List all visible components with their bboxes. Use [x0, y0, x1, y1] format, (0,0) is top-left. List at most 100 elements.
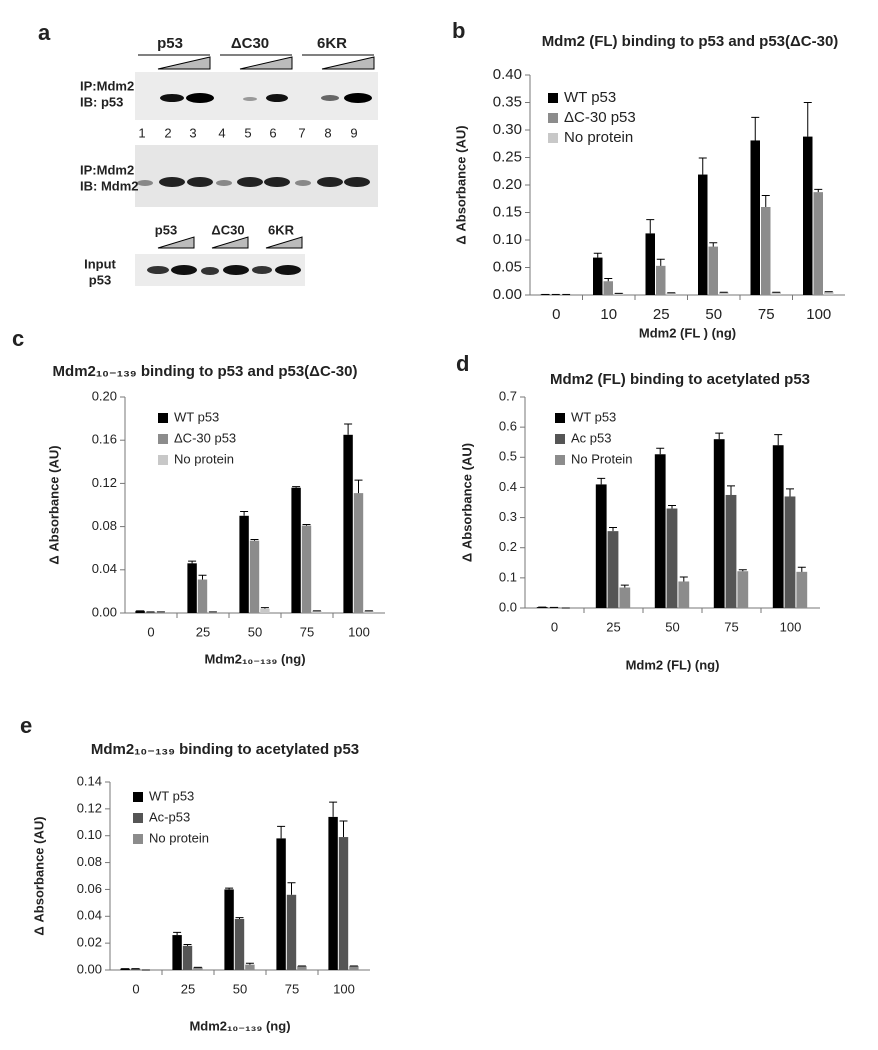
- y-tick-label: 0.06: [77, 881, 102, 896]
- x-axis-label: Mdm2₁₀₋₁₃₉ (ng): [204, 651, 305, 666]
- legend-swatch: [555, 434, 565, 444]
- bar: [654, 454, 666, 608]
- legend-swatch: [548, 93, 558, 103]
- bar: [603, 281, 613, 295]
- blot-panel: p53 ΔC30 6KR IP:Mdm2 IB: p53 1 2 3 4 5 6 7 8 9 I…: [80, 35, 378, 287]
- x-tick-label: 75: [300, 624, 314, 639]
- error-bar: [344, 423, 353, 435]
- x-tick-label: 25: [653, 306, 670, 323]
- bar: [172, 935, 182, 970]
- bar: [607, 531, 619, 608]
- error-bar: [250, 539, 259, 541]
- y-tick-label: 0.1: [499, 569, 517, 584]
- gradient-triangle: [211, 236, 249, 249]
- bar: [312, 610, 322, 613]
- y-tick-label: 0.08: [77, 854, 102, 869]
- error-bar: [604, 278, 613, 282]
- bar: [338, 837, 349, 970]
- chart-title: Mdm2₁₀₋₁₃₉ binding to p53 and p53(ΔC-30): [53, 363, 358, 380]
- legend-swatch: [555, 455, 565, 465]
- error-bar: [803, 102, 812, 137]
- chart-title: Mdm2 (FL) binding to p53 and p53(ΔC-30): [542, 33, 839, 50]
- bar: [824, 291, 834, 295]
- bar: [813, 192, 823, 295]
- group-label: ΔC30: [231, 35, 269, 52]
- lane-number: 1: [138, 125, 145, 140]
- x-tick-label: 25: [196, 624, 210, 639]
- band: [275, 265, 301, 275]
- band: [160, 94, 184, 102]
- x-tick-label: 75: [724, 619, 738, 634]
- bar: [713, 439, 725, 608]
- error-bar: [354, 479, 363, 494]
- bar: [187, 563, 197, 613]
- error-bar: [339, 820, 348, 838]
- row-label: Input: [84, 256, 116, 271]
- lane-number: 6: [269, 125, 276, 140]
- gradient-triangle: [265, 236, 303, 249]
- gradient-triangle: [321, 56, 375, 70]
- y-tick-label: 0.08: [92, 518, 117, 533]
- error-bar: [198, 574, 207, 580]
- panel-label: c: [12, 326, 24, 351]
- error-bar: [727, 485, 735, 495]
- bar: [145, 611, 156, 613]
- y-tick-label: 0.15: [493, 203, 522, 220]
- row-label: p53: [89, 272, 111, 287]
- row-label: IB: p53: [80, 94, 123, 109]
- band: [243, 97, 257, 101]
- group-label: 6KR: [317, 35, 347, 52]
- error-bar: [774, 434, 783, 446]
- y-tick-label: 0.16: [92, 432, 117, 447]
- bar: [750, 140, 760, 295]
- band: [147, 266, 169, 274]
- error-bar: [620, 584, 629, 588]
- x-tick-label: 10: [600, 306, 617, 323]
- y-tick-label: 0.5: [499, 449, 517, 464]
- y-tick-label: 0.04: [92, 561, 117, 576]
- blot-image: [135, 145, 378, 207]
- band: [237, 177, 263, 187]
- band: [344, 93, 372, 103]
- bar: [297, 965, 307, 970]
- y-tick-label: 0.2: [499, 539, 517, 554]
- x-tick-label: 50: [233, 981, 247, 996]
- x-tick-label: 100: [806, 306, 831, 323]
- error-bar: [738, 569, 747, 572]
- y-tick-label: 0.35: [493, 93, 522, 110]
- bar: [719, 292, 729, 295]
- lane-number: 8: [324, 125, 331, 140]
- lane-number: 4: [218, 125, 225, 140]
- error-bar: [277, 825, 286, 839]
- y-tick-label: 0.10: [493, 231, 522, 248]
- y-axis-label: Δ Absorbance (AU): [31, 816, 46, 935]
- error-bar: [173, 931, 182, 936]
- legend-swatch: [548, 133, 558, 143]
- y-tick-label: 0.02: [77, 935, 102, 950]
- y-tick-label: 0.3: [499, 509, 517, 524]
- error-bar: [597, 477, 606, 485]
- bar: [796, 571, 808, 608]
- x-tick-label: 50: [705, 306, 722, 323]
- y-tick-label: 0.14: [77, 773, 102, 788]
- legend-swatch: [548, 113, 558, 123]
- band: [252, 266, 272, 274]
- band: [223, 265, 249, 275]
- bar: [239, 515, 249, 613]
- bar: [725, 494, 737, 608]
- lane-number: 9: [350, 125, 357, 140]
- legend-label: WT p53: [174, 409, 219, 424]
- group-label: p53: [157, 35, 183, 52]
- legend-label: No Protein: [571, 451, 632, 466]
- band: [216, 180, 232, 186]
- x-tick-label: 50: [248, 624, 262, 639]
- error-bar: [183, 943, 192, 946]
- error-bar: [302, 523, 311, 526]
- band: [186, 93, 214, 103]
- bar: [593, 257, 603, 295]
- error-bar: [188, 560, 197, 564]
- gradient-triangle: [239, 56, 293, 70]
- y-tick-label: 0.40: [493, 66, 522, 83]
- chart-title: Mdm2₁₀₋₁₃₉ binding to acetylated p53: [91, 741, 359, 758]
